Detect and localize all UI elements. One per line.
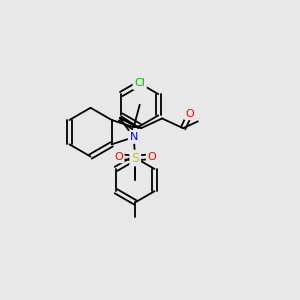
Text: O: O xyxy=(148,152,156,162)
Text: S: S xyxy=(131,152,139,165)
Text: Cl: Cl xyxy=(134,78,145,88)
Text: N: N xyxy=(130,132,138,142)
Text: O: O xyxy=(186,109,194,118)
Text: O: O xyxy=(114,152,123,162)
